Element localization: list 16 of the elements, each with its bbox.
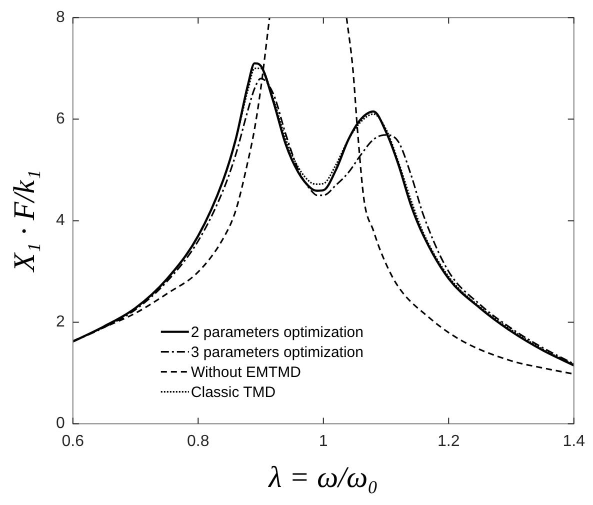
x-tick-label: 1.2 <box>438 432 460 450</box>
x-tick-label: 1 <box>318 432 328 450</box>
y-tick-label: 2 <box>56 314 65 331</box>
legend-label: Classic TMD <box>190 384 276 401</box>
y-tick-label: 4 <box>56 212 65 230</box>
legend-label: Without EMTMD <box>190 364 302 381</box>
x-tick-label: 0.8 <box>187 432 210 450</box>
y-tick-label: 8 <box>56 9 65 26</box>
y-axis-title: X₁ · F/k₁ <box>8 170 41 273</box>
legend-label: 3 parameters optimization <box>190 344 364 361</box>
y-tick-label: 0 <box>56 415 65 432</box>
x-axis-title: λ = ω/ω₀ <box>268 460 378 494</box>
x-tick-label: 1.4 <box>562 432 586 450</box>
legend-label: 2 parameters optimization <box>190 324 364 341</box>
x-tick-label: 0.6 <box>62 432 84 450</box>
y-tick-label: 6 <box>56 110 65 128</box>
